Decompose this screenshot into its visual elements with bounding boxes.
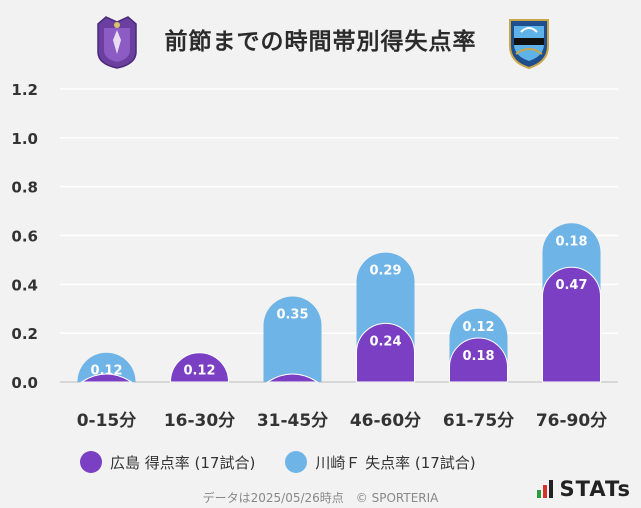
stats-bars-icon <box>536 480 555 498</box>
bar-hiroshima <box>356 322 415 383</box>
stats-logo: STATs <box>536 477 631 501</box>
bar-kawasaki <box>263 296 322 382</box>
legend: 広島 得点率 (17試合) 川崎Ｆ 失点率 (17試合) <box>80 450 506 474</box>
bar-hiroshima-zero <box>79 373 134 383</box>
x-tick-label: 0-15分 <box>77 411 137 431</box>
legend-label-hiroshima: 広島 得点率 (17試合) <box>110 453 256 472</box>
x-tick-label: 46-60分 <box>350 411 421 431</box>
bar-kawasaki <box>77 352 136 382</box>
x-tick-label: 16-30分 <box>164 411 235 431</box>
data-label-hiroshima: 0.18 <box>462 349 494 364</box>
x-tick-label: 31-45分 <box>257 411 328 431</box>
kawasaki-frontale-crest <box>509 19 549 70</box>
data-label-kawasaki: 0.12 <box>462 320 494 335</box>
bar-hiroshima <box>170 352 229 383</box>
x-tick-label: 76-90分 <box>536 411 607 431</box>
chart-title: 前節までの時間帯別得失点率 <box>164 29 477 55</box>
legend-label-kawasaki: 川崎Ｆ 失点率 (17試合) <box>315 453 476 472</box>
bar-chart: 0.0 0.2 0.4 0.6 0.8 1.0 1.2 0.12 0-15分 0.12 16-30分… <box>11 81 618 431</box>
stats-logo-text: STATs <box>559 477 631 501</box>
legend-item-kawasaki: 川崎Ｆ 失点率 (17試合) <box>285 451 476 473</box>
data-label-kawasaki: 0.18 <box>555 234 587 249</box>
y-tick-label: 0.6 <box>11 228 38 246</box>
data-label-kawasaki: 0.29 <box>369 264 401 279</box>
data-label-hiroshima: 0.47 <box>555 278 587 293</box>
legend-swatch-blue <box>285 451 308 473</box>
bar-hiroshima <box>542 266 601 383</box>
x-tick-label: 61-75分 <box>443 411 514 431</box>
data-label-hiroshima: 0.24 <box>369 334 401 349</box>
data-label-hiroshima: 0.12 <box>183 364 215 379</box>
data-label-kawasaki: 0.12 <box>90 364 122 379</box>
footer-credit: データは2025/05/26時点 © SPORTERIA <box>202 491 439 505</box>
bar-hiroshima <box>449 337 508 383</box>
y-tick-label: 0.0 <box>11 374 38 392</box>
legend-item-hiroshima: 広島 得点率 (17試合) <box>80 451 255 473</box>
y-tick-label: 1.0 <box>11 130 38 148</box>
y-tick-label: 1.2 <box>11 81 38 99</box>
y-tick-label: 0.2 <box>11 325 38 343</box>
legend-swatch-purple <box>80 451 102 473</box>
sanfrecce-hiroshima-crest <box>97 16 137 69</box>
bar-hiroshima-zero <box>265 373 320 383</box>
y-tick-label: 0.8 <box>11 179 38 197</box>
data-label-kawasaki: 0.35 <box>276 308 308 323</box>
y-tick-label: 0.4 <box>11 276 38 294</box>
